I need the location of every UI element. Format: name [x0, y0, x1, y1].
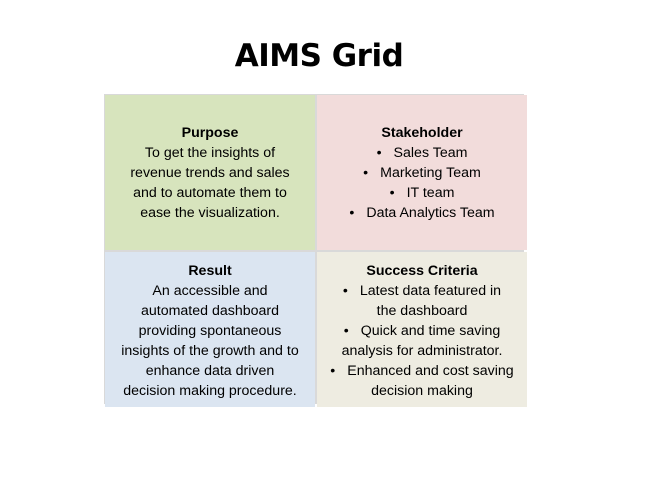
result-line: insights of the growth and to: [121, 343, 299, 359]
purpose-line: revenue trends and sales: [130, 165, 290, 181]
slide-title: AIMS Grid: [234, 38, 404, 74]
success-criteria-line: Enhanced and cost saving: [347, 363, 514, 379]
bullet-icon: •: [342, 283, 348, 299]
success-criteria-item: • Quick and time saving analysis for admi…: [323, 321, 521, 361]
success-criteria-item: • Enhanced and cost saving decision makin…: [323, 361, 521, 401]
success-criteria-item: • Latest data featured in the dashboard: [323, 281, 521, 321]
stakeholder-item: • Marketing Team: [323, 163, 521, 183]
success-criteria-cell: Success Criteria • Latest data featured i…: [317, 252, 527, 407]
stakeholder-item-label: Data Analytics Team: [366, 205, 495, 221]
result-line: automated dashboard: [140, 303, 280, 319]
aims-grid: Purpose To get the insights of revenue t…: [104, 94, 527, 407]
purpose-cell: Purpose To get the insights of revenue t…: [105, 95, 315, 250]
purpose-line: To get the insights of: [144, 145, 276, 161]
success-criteria-line: Latest data featured in: [359, 283, 502, 299]
bullet-icon: •: [349, 205, 355, 221]
result-line: decision making procedure.: [123, 383, 297, 399]
stakeholder-item-label: Sales Team: [393, 145, 468, 161]
bullet-icon: •: [363, 165, 369, 181]
stakeholder-item: • IT team: [323, 183, 521, 203]
bullet-icon: •: [389, 185, 395, 201]
success-criteria-line: the dashboard: [376, 303, 468, 319]
result-cell: Result An accessible and automated dashb…: [105, 252, 315, 407]
result-heading: Result: [188, 263, 232, 279]
success-criteria-list: • Latest data featured in the dashboard •…: [323, 281, 521, 401]
stakeholder-heading: Stakeholder: [381, 125, 463, 141]
success-criteria-line: Quick and time saving: [360, 323, 501, 339]
result-line: enhance data driven: [145, 363, 275, 379]
success-criteria-heading: Success Criteria: [366, 263, 478, 279]
success-criteria-line: decision making: [371, 383, 473, 399]
stakeholder-cell: Stakeholder • Sales Team • Marketing Team …: [317, 95, 527, 250]
stakeholder-item-label: IT team: [406, 185, 455, 201]
result-line: An accessible and: [152, 283, 268, 299]
success-criteria-line: analysis for administrator.: [341, 343, 503, 359]
stakeholder-item: • Sales Team: [323, 143, 521, 163]
stakeholder-item: • Data Analytics Team: [323, 203, 521, 223]
stakeholder-item-label: Marketing Team: [380, 165, 481, 181]
stakeholder-list: • Sales Team • Marketing Team • IT team • Da…: [323, 143, 521, 223]
purpose-line: ease the visualization.: [140, 205, 280, 221]
purpose-line: and to automate them to: [133, 185, 287, 201]
bullet-icon: •: [376, 145, 382, 161]
bullet-icon: •: [343, 323, 349, 339]
purpose-heading: Purpose: [181, 125, 239, 141]
result-line: providing spontaneous: [138, 323, 282, 339]
bullet-icon: •: [330, 363, 336, 379]
